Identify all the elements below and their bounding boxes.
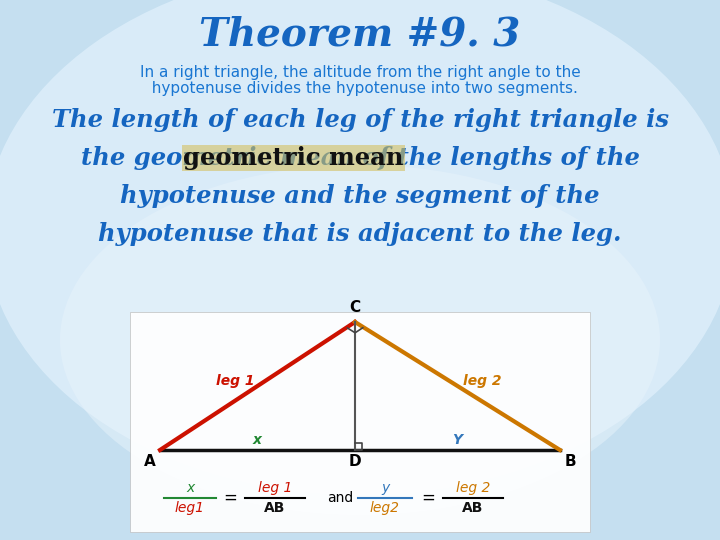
Text: hypotenuse that is adjacent to the leg.: hypotenuse that is adjacent to the leg. xyxy=(98,222,622,246)
Text: leg 2: leg 2 xyxy=(463,374,502,388)
Text: leg 1: leg 1 xyxy=(258,481,292,495)
Text: B: B xyxy=(564,455,576,469)
Text: leg1: leg1 xyxy=(175,501,205,515)
Text: =: = xyxy=(223,489,237,507)
Text: Theorem #9. 3: Theorem #9. 3 xyxy=(199,16,521,54)
Text: D: D xyxy=(348,455,361,469)
Text: AB: AB xyxy=(264,501,286,515)
Text: leg 1: leg 1 xyxy=(216,374,255,388)
Text: hypotenuse divides the hypotenuse into two segments.: hypotenuse divides the hypotenuse into t… xyxy=(142,80,578,96)
Text: hypotenuse and the segment of the: hypotenuse and the segment of the xyxy=(120,184,600,208)
Text: x: x xyxy=(186,481,194,495)
Text: and: and xyxy=(327,491,353,505)
Text: x: x xyxy=(253,433,262,447)
Text: In a right triangle, the altitude from the right angle to the: In a right triangle, the altitude from t… xyxy=(140,65,580,80)
Text: the geometric mean of the lengths of the: the geometric mean of the lengths of the xyxy=(81,146,639,170)
Text: y: y xyxy=(381,481,389,495)
Ellipse shape xyxy=(60,165,660,515)
Text: AB: AB xyxy=(462,501,484,515)
Text: C: C xyxy=(349,300,361,315)
Text: leg 2: leg 2 xyxy=(456,481,490,495)
Text: The length of each leg of the right triangle is: The length of each leg of the right tria… xyxy=(52,108,668,132)
Text: A: A xyxy=(144,455,156,469)
Text: Y: Y xyxy=(452,433,462,447)
Text: leg2: leg2 xyxy=(370,501,400,515)
Text: geometric mean: geometric mean xyxy=(183,146,403,170)
Ellipse shape xyxy=(0,0,720,495)
FancyBboxPatch shape xyxy=(130,312,590,532)
Text: =: = xyxy=(421,489,435,507)
